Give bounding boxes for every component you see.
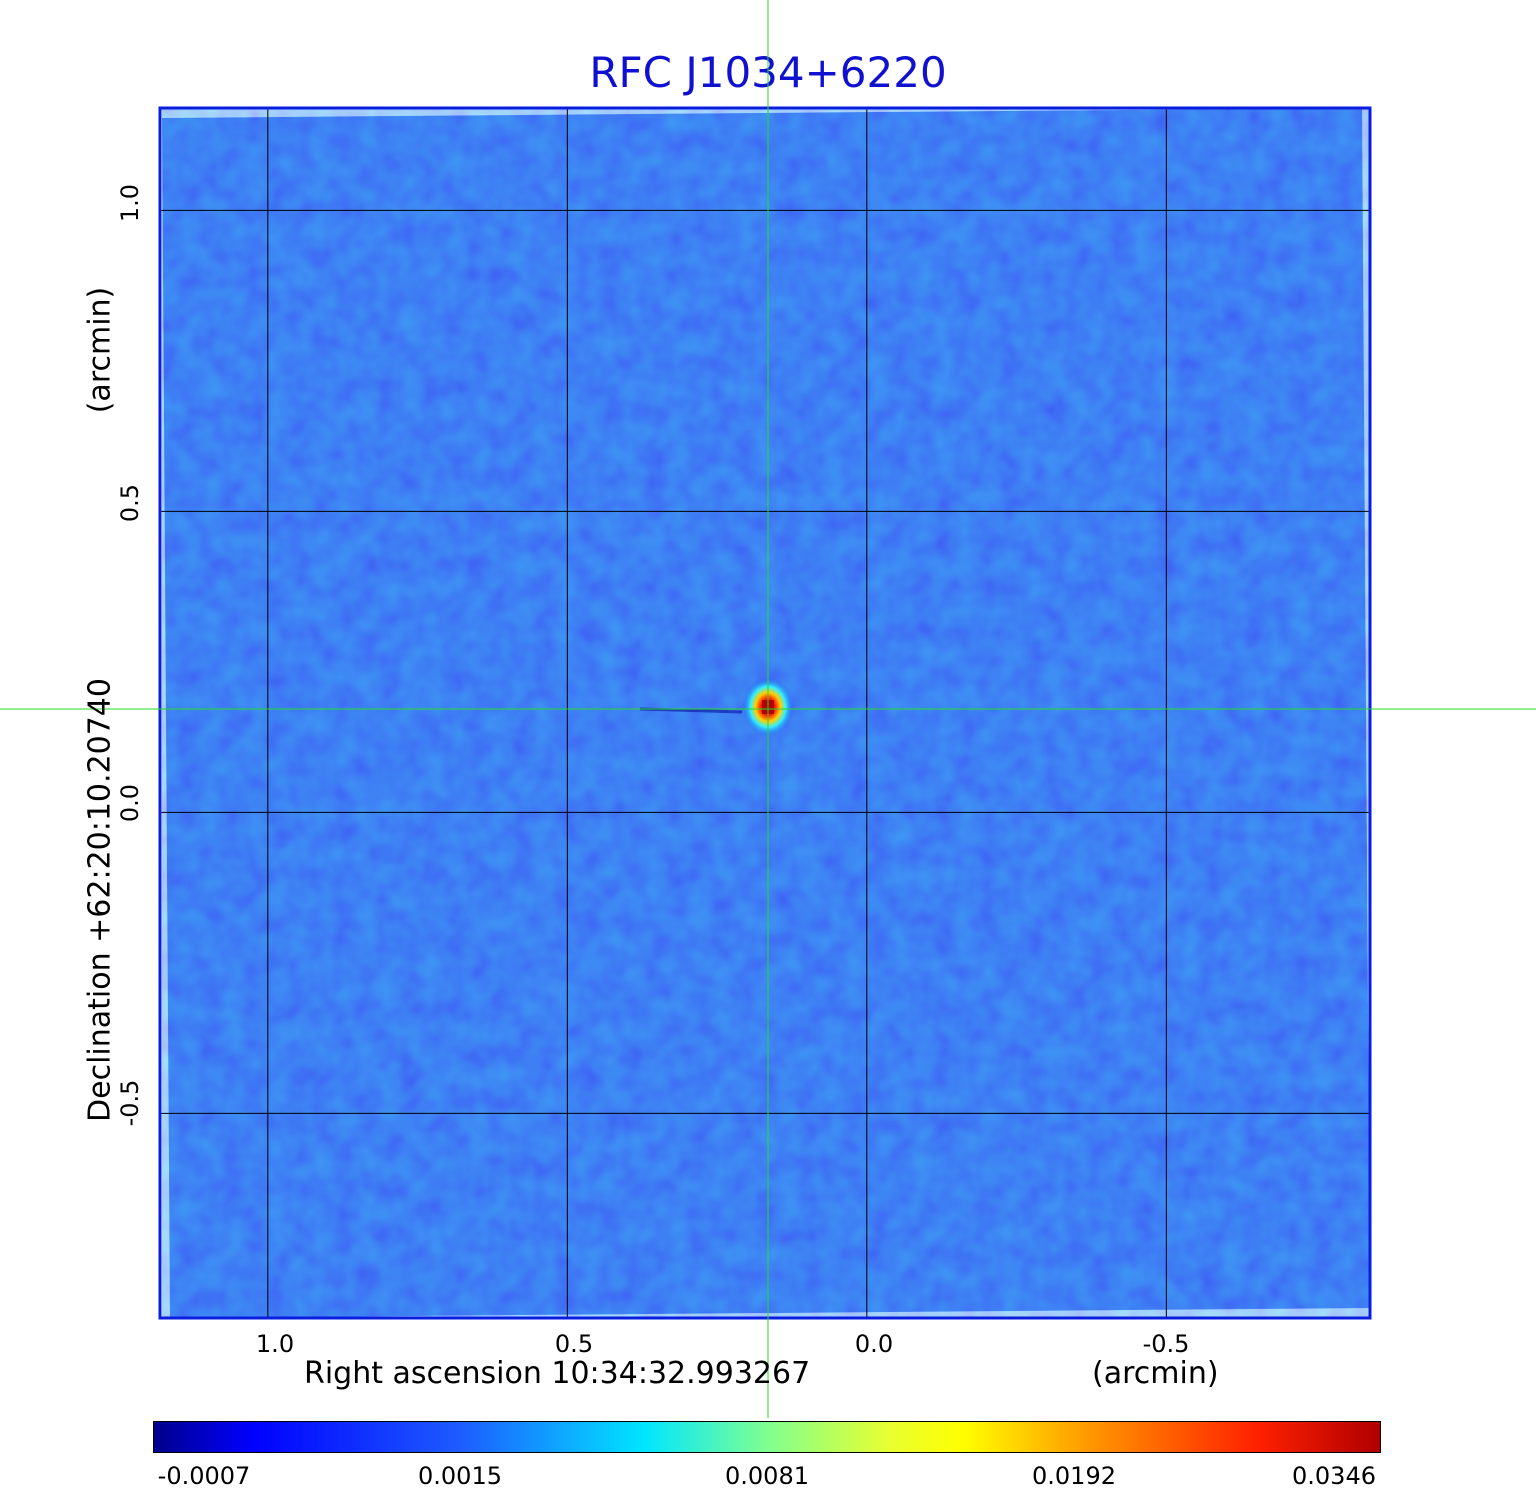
y-axis-unit: (arcmin) [82, 286, 118, 414]
colorbar-tick-label: -0.0007 [157, 1462, 251, 1490]
colorbar-tick-label: 0.0081 [725, 1462, 809, 1490]
y-tick-label: 1.0 [116, 183, 144, 223]
colorbar-tick-label: 0.0346 [1292, 1462, 1376, 1490]
y-tick-label: 0.5 [116, 483, 144, 523]
x-tick-label: 1.0 [255, 1330, 295, 1358]
x-axis-label: Right ascension 10:34:32.993267 [304, 1356, 811, 1391]
y-axis-label: Declination +62:20:10.20740 [82, 678, 118, 1122]
coordinate-grid [160, 108, 1370, 1318]
x-tick-label: 0.5 [554, 1330, 594, 1358]
colorbar-tick-label: 0.0015 [418, 1462, 502, 1490]
x-axis-unit: (arcmin) [1092, 1356, 1219, 1391]
y-tick-label: -0.5 [116, 1079, 144, 1127]
x-tick-label: -0.5 [1142, 1330, 1190, 1358]
x-tick-label: 0.0 [854, 1330, 894, 1358]
colorbar [153, 1421, 1381, 1453]
plot-frame [158, 106, 1372, 1320]
colorbar-tick-label: 0.0192 [1032, 1462, 1116, 1490]
y-tick-label: 0.0 [116, 783, 144, 823]
